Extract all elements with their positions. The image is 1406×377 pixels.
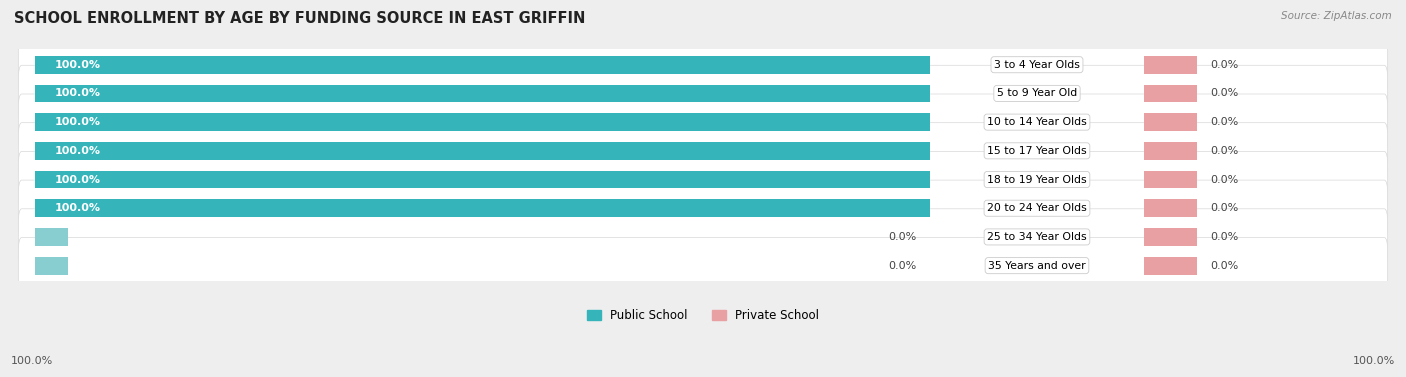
Text: 100.0%: 100.0% xyxy=(1353,356,1395,366)
Bar xyxy=(1144,142,1198,160)
Text: 15 to 17 Year Olds: 15 to 17 Year Olds xyxy=(987,146,1087,156)
Text: 25 to 34 Year Olds: 25 to 34 Year Olds xyxy=(987,232,1087,242)
Text: 3 to 4 Year Olds: 3 to 4 Year Olds xyxy=(994,60,1080,70)
FancyBboxPatch shape xyxy=(18,37,1388,93)
FancyBboxPatch shape xyxy=(18,209,1388,265)
Text: 20 to 24 Year Olds: 20 to 24 Year Olds xyxy=(987,203,1087,213)
Bar xyxy=(35,171,931,188)
Text: 0.0%: 0.0% xyxy=(1211,175,1239,184)
Text: 100.0%: 100.0% xyxy=(55,146,101,156)
Bar xyxy=(35,142,931,160)
FancyBboxPatch shape xyxy=(18,65,1388,121)
Text: 0.0%: 0.0% xyxy=(1211,261,1239,271)
Bar xyxy=(1144,84,1198,102)
Text: 100.0%: 100.0% xyxy=(11,356,53,366)
Text: SCHOOL ENROLLMENT BY AGE BY FUNDING SOURCE IN EAST GRIFFIN: SCHOOL ENROLLMENT BY AGE BY FUNDING SOUR… xyxy=(14,11,585,26)
Text: 18 to 19 Year Olds: 18 to 19 Year Olds xyxy=(987,175,1087,184)
Bar xyxy=(1144,257,1198,274)
FancyBboxPatch shape xyxy=(18,152,1388,208)
Bar xyxy=(1144,56,1198,74)
Text: 0.0%: 0.0% xyxy=(1211,117,1239,127)
Text: 0.0%: 0.0% xyxy=(1211,232,1239,242)
Text: 10 to 14 Year Olds: 10 to 14 Year Olds xyxy=(987,117,1087,127)
Text: 0.0%: 0.0% xyxy=(1211,89,1239,98)
Bar xyxy=(1144,199,1198,217)
FancyBboxPatch shape xyxy=(18,123,1388,179)
Bar xyxy=(1144,113,1198,131)
Text: 100.0%: 100.0% xyxy=(55,89,101,98)
Bar xyxy=(35,199,931,217)
Text: Source: ZipAtlas.com: Source: ZipAtlas.com xyxy=(1281,11,1392,21)
Text: 0.0%: 0.0% xyxy=(889,232,917,242)
Text: 100.0%: 100.0% xyxy=(55,175,101,184)
FancyBboxPatch shape xyxy=(18,180,1388,236)
Bar xyxy=(1144,228,1198,246)
Bar xyxy=(1144,171,1198,188)
FancyBboxPatch shape xyxy=(18,238,1388,294)
Text: 100.0%: 100.0% xyxy=(55,117,101,127)
Bar xyxy=(35,56,931,74)
Bar xyxy=(35,228,69,246)
Text: 35 Years and over: 35 Years and over xyxy=(988,261,1085,271)
Bar xyxy=(35,113,931,131)
Text: 0.0%: 0.0% xyxy=(889,261,917,271)
Bar xyxy=(35,257,69,274)
Legend: Public School, Private School: Public School, Private School xyxy=(582,304,824,326)
Text: 0.0%: 0.0% xyxy=(1211,203,1239,213)
FancyBboxPatch shape xyxy=(18,94,1388,150)
Bar xyxy=(35,84,931,102)
Text: 5 to 9 Year Old: 5 to 9 Year Old xyxy=(997,89,1077,98)
Text: 100.0%: 100.0% xyxy=(55,60,101,70)
Text: 100.0%: 100.0% xyxy=(55,203,101,213)
Text: 0.0%: 0.0% xyxy=(1211,60,1239,70)
Text: 0.0%: 0.0% xyxy=(1211,146,1239,156)
